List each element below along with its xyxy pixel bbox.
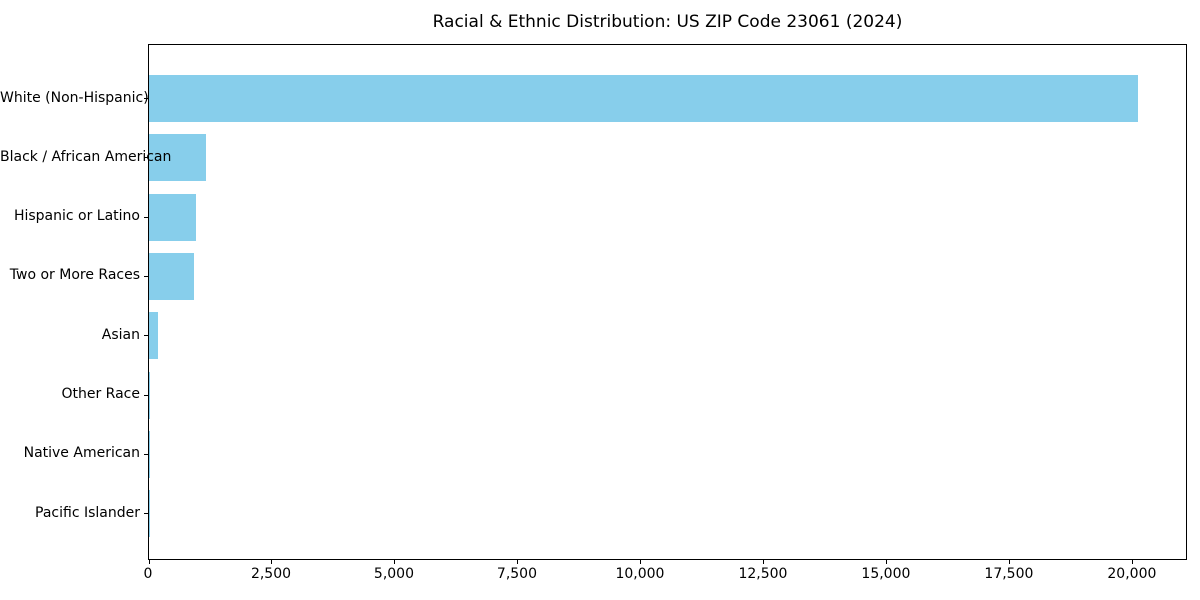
x-tick-mark: [394, 560, 396, 564]
x-tick-label: 2,500: [250, 566, 292, 582]
x-tick-mark: [1009, 560, 1011, 564]
y-tick-mark: [144, 157, 148, 159]
chart-title: Racial & Ethnic Distribution: US ZIP Cod…: [432, 12, 903, 32]
y-tick-mark: [144, 335, 148, 337]
x-tick-label: 5,000: [373, 566, 415, 582]
y-tick-label: Two or More Races: [9, 267, 140, 284]
x-tick-label: 15,000: [861, 566, 911, 582]
x-tick-label: 17,500: [984, 566, 1034, 582]
bar: [149, 75, 1138, 122]
x-tick-mark: [886, 560, 888, 564]
bar: [149, 193, 197, 241]
x-tick-label: 0: [143, 566, 153, 582]
y-tick-label: Native American: [23, 445, 140, 462]
y-tick-label: Asian: [101, 326, 140, 343]
y-tick-label: Other Race: [61, 386, 140, 402]
x-tick-mark: [640, 560, 642, 564]
x-tick-mark: [271, 560, 273, 564]
y-tick-label: Black / African American: [0, 148, 172, 165]
y-tick-mark: [144, 216, 148, 218]
y-tick-label: Pacific Islander: [35, 504, 140, 521]
x-tick-label: 10,000: [615, 566, 665, 582]
x-tick-mark: [1132, 560, 1134, 564]
y-tick-mark: [144, 513, 148, 515]
x-tick-label: 12,500: [738, 566, 788, 582]
y-tick-mark: [144, 453, 148, 455]
plot-area: [144, 44, 1187, 564]
bar: [149, 134, 206, 182]
bar: [149, 252, 195, 300]
y-tick-mark: [144, 394, 148, 396]
y-tick-mark: [144, 275, 148, 277]
x-tick-mark: [149, 560, 150, 564]
x-tick-mark: [517, 560, 519, 564]
bar: [149, 371, 151, 419]
y-tick-label: Hispanic or Latino: [13, 208, 140, 225]
bar: [149, 312, 159, 360]
y-tick-mark: [144, 98, 148, 99]
y-tick-label: White (Non-Hispanic): [0, 89, 149, 106]
x-tick-label: 20,000: [1107, 566, 1157, 582]
x-tick-mark: [763, 560, 765, 564]
x-tick-label: 7,500: [496, 566, 537, 582]
